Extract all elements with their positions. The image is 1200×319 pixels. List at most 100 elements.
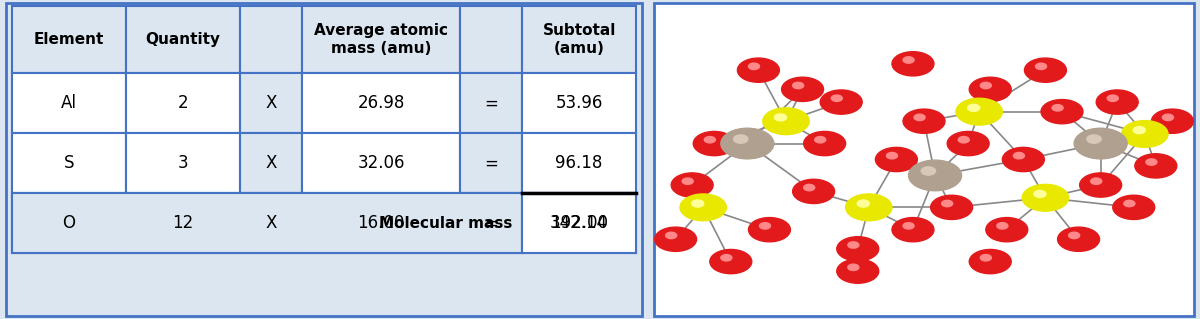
- Circle shape: [733, 135, 748, 143]
- Circle shape: [980, 82, 991, 89]
- Circle shape: [931, 195, 972, 219]
- Circle shape: [908, 160, 961, 191]
- Bar: [461, 6, 522, 73]
- Bar: [12, 6, 126, 73]
- Circle shape: [1002, 147, 1044, 172]
- Bar: [522, 6, 636, 73]
- Circle shape: [848, 242, 859, 248]
- Text: 16.00: 16.00: [358, 214, 404, 232]
- Circle shape: [1135, 154, 1177, 178]
- Text: Average atomic
mass (amu): Average atomic mass (amu): [314, 23, 448, 56]
- Circle shape: [804, 184, 815, 191]
- Circle shape: [694, 131, 736, 156]
- Circle shape: [980, 255, 991, 261]
- Circle shape: [815, 137, 826, 143]
- Bar: [126, 133, 240, 193]
- Bar: [240, 6, 302, 73]
- Circle shape: [793, 82, 804, 89]
- Bar: [461, 193, 522, 253]
- Circle shape: [942, 200, 953, 207]
- Circle shape: [959, 137, 970, 143]
- Text: =: =: [485, 214, 498, 232]
- Bar: [240, 73, 302, 133]
- Circle shape: [721, 255, 732, 261]
- Text: Molecular mass: Molecular mass: [379, 216, 512, 231]
- Text: Al: Al: [61, 94, 77, 112]
- Circle shape: [1124, 200, 1135, 207]
- Circle shape: [904, 57, 914, 63]
- Circle shape: [1146, 159, 1157, 165]
- Circle shape: [1091, 178, 1102, 184]
- Bar: [522, 193, 636, 253]
- Circle shape: [892, 218, 934, 242]
- Circle shape: [922, 167, 936, 175]
- Text: S: S: [64, 154, 74, 172]
- Circle shape: [904, 223, 914, 229]
- Bar: [302, 6, 461, 73]
- Text: O: O: [62, 214, 76, 232]
- Bar: [126, 6, 240, 73]
- Text: 26.98: 26.98: [358, 94, 404, 112]
- Circle shape: [683, 178, 694, 184]
- Text: 2: 2: [178, 94, 188, 112]
- Bar: [240, 133, 302, 193]
- Circle shape: [832, 95, 842, 101]
- Circle shape: [892, 52, 934, 76]
- Bar: [12, 193, 522, 253]
- Text: X: X: [265, 214, 277, 232]
- Bar: [461, 73, 522, 133]
- Text: 342.14: 342.14: [550, 214, 608, 232]
- Text: =: =: [485, 154, 498, 172]
- Circle shape: [1122, 121, 1168, 147]
- Bar: [126, 193, 240, 253]
- Circle shape: [836, 237, 878, 261]
- Circle shape: [857, 200, 869, 207]
- Circle shape: [691, 200, 703, 207]
- Circle shape: [997, 223, 1008, 229]
- Circle shape: [774, 114, 786, 121]
- Circle shape: [1074, 128, 1127, 159]
- Text: X: X: [265, 94, 277, 112]
- Circle shape: [1034, 190, 1046, 197]
- Text: Subtotal
(amu): Subtotal (amu): [542, 23, 616, 56]
- Text: 12: 12: [173, 214, 194, 232]
- Circle shape: [749, 63, 760, 70]
- Circle shape: [804, 131, 846, 156]
- Circle shape: [1036, 63, 1046, 70]
- Text: 192.00: 192.00: [550, 214, 608, 232]
- Bar: [126, 73, 240, 133]
- Circle shape: [763, 108, 809, 135]
- Circle shape: [760, 223, 770, 229]
- Bar: [302, 193, 461, 253]
- Circle shape: [671, 173, 713, 197]
- Bar: [12, 73, 126, 133]
- Bar: [240, 193, 302, 253]
- Circle shape: [904, 109, 944, 133]
- Bar: [12, 193, 126, 253]
- Circle shape: [781, 77, 823, 101]
- Circle shape: [793, 179, 834, 204]
- Circle shape: [1014, 152, 1025, 159]
- Bar: [522, 193, 636, 253]
- Circle shape: [1080, 173, 1122, 197]
- Circle shape: [1133, 127, 1145, 134]
- Circle shape: [1108, 95, 1118, 101]
- Circle shape: [914, 114, 925, 121]
- Circle shape: [836, 259, 878, 283]
- Text: 32.06: 32.06: [358, 154, 404, 172]
- Circle shape: [1152, 109, 1193, 133]
- Text: 3: 3: [178, 154, 188, 172]
- Bar: [522, 73, 636, 133]
- Bar: [522, 133, 636, 193]
- Bar: [12, 133, 126, 193]
- Circle shape: [1052, 105, 1063, 111]
- Circle shape: [655, 227, 696, 251]
- Circle shape: [1163, 114, 1174, 121]
- Text: X: X: [265, 154, 277, 172]
- Circle shape: [970, 77, 1012, 101]
- Circle shape: [1042, 100, 1082, 124]
- Text: Quantity: Quantity: [145, 32, 221, 47]
- Text: 96.18: 96.18: [556, 154, 602, 172]
- Circle shape: [876, 147, 917, 172]
- Circle shape: [1112, 195, 1154, 219]
